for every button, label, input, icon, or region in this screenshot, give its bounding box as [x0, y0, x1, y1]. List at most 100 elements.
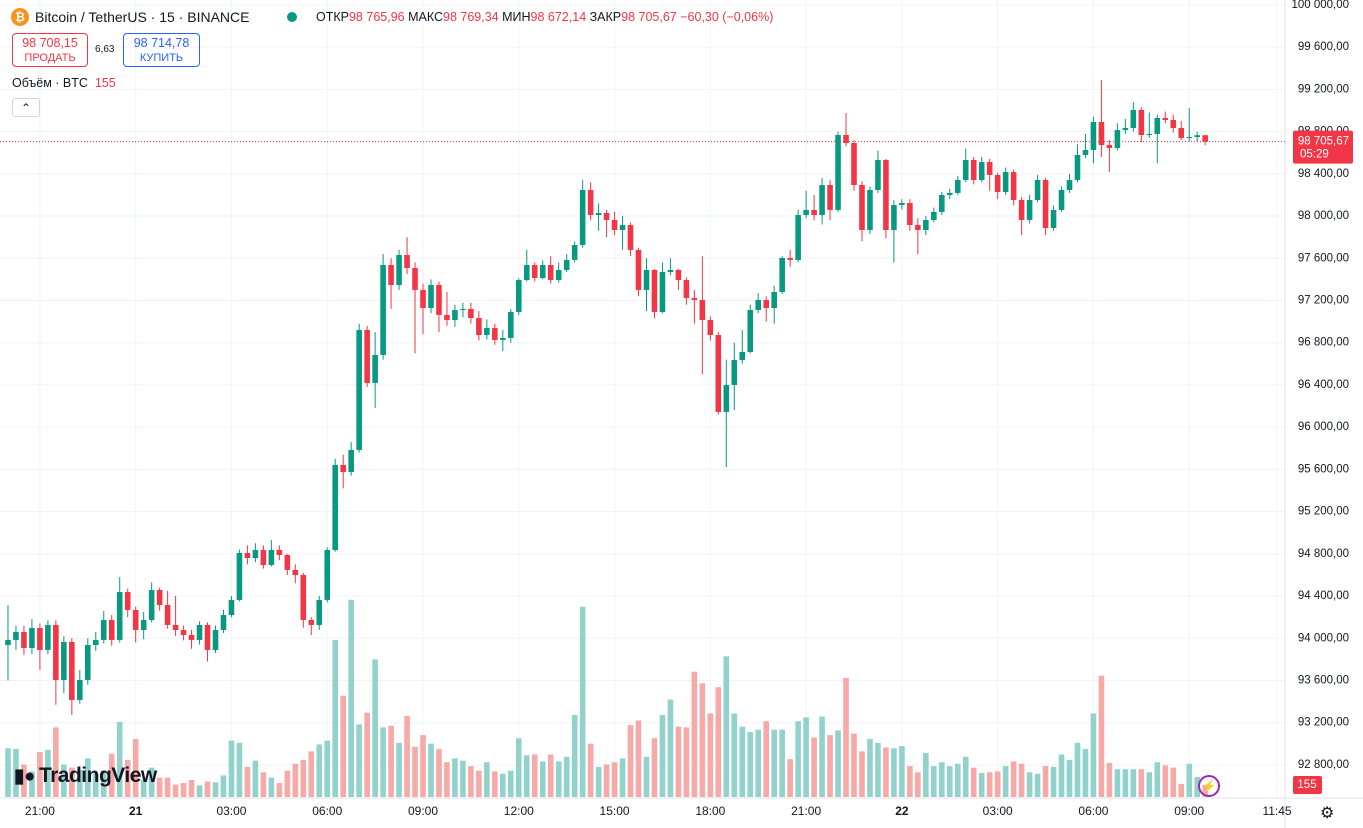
volume-bar	[45, 749, 51, 797]
candle-body	[899, 202, 905, 205]
candle-body	[404, 255, 410, 268]
candle-body	[444, 314, 450, 321]
candle-body	[659, 271, 666, 313]
x-tick-label: 21	[129, 804, 143, 818]
volume-bar	[1178, 783, 1185, 797]
candle-body	[37, 628, 43, 650]
volume-bar	[531, 754, 538, 797]
volume-bar	[220, 775, 227, 797]
candle-body	[739, 352, 746, 361]
candle-body	[1194, 135, 1200, 138]
sell-button[interactable]: 98 708,15 ПРОДАТЬ	[12, 33, 88, 67]
high-label: МАКС	[408, 10, 443, 24]
volume-bar	[85, 758, 91, 797]
volume-bar	[140, 779, 147, 797]
candle-body	[1098, 122, 1105, 146]
volume-bar	[276, 783, 283, 797]
candle-body	[691, 297, 698, 300]
candle-body	[460, 308, 466, 310]
volume-bar	[188, 779, 195, 797]
candle-body	[683, 280, 690, 298]
volume-bar	[292, 763, 299, 797]
volume-bar	[1186, 763, 1193, 797]
volume-bar	[1098, 675, 1105, 797]
candle-body	[1202, 135, 1208, 142]
volume-bar	[643, 756, 650, 797]
y-tick-label: 94 800,00	[1298, 548, 1349, 560]
candle-body	[45, 624, 51, 650]
sell-label: ПРОДАТЬ	[24, 52, 76, 64]
volume-bar	[891, 748, 897, 797]
candle-body	[827, 185, 833, 210]
candle-body	[380, 265, 386, 355]
volume-bar	[835, 730, 841, 797]
volume-bar	[619, 758, 626, 797]
volume-bar	[508, 770, 514, 797]
candle-body	[707, 320, 714, 336]
volume-bar	[124, 759, 131, 797]
volume-bar	[931, 766, 937, 797]
volume-bar	[763, 721, 770, 797]
candle-body	[883, 160, 889, 230]
candle-body	[100, 619, 107, 640]
candle-body	[1090, 122, 1097, 150]
candle-body	[619, 225, 626, 230]
candle-body	[308, 619, 315, 625]
market-status[interactable]	[287, 12, 297, 22]
y-tick-label: 100 000,00	[1291, 0, 1349, 11]
x-tick-label: 11:45	[1262, 804, 1291, 818]
candle-body	[611, 219, 618, 230]
volume-bar	[1042, 766, 1049, 797]
volume-bar	[611, 762, 618, 797]
volume-bar	[348, 599, 354, 797]
volume-bar	[675, 726, 682, 797]
candle-body	[755, 299, 762, 310]
volume-bar	[539, 761, 546, 797]
alert-icon[interactable]: ⚡	[1198, 775, 1220, 797]
volume-bar	[715, 687, 722, 797]
volume-bar	[1002, 766, 1009, 797]
settings-icon[interactable]: ⚙	[1320, 805, 1335, 822]
volume-bar	[547, 754, 554, 797]
volume-bar	[13, 749, 19, 797]
candle-body	[468, 308, 474, 319]
volume-bar	[388, 725, 394, 797]
volume-bar	[356, 724, 362, 797]
candle-body	[643, 269, 650, 290]
volume-bar	[962, 756, 969, 797]
volume-bar	[180, 783, 187, 797]
close-label: ЗАКР	[589, 10, 622, 24]
volume-bar	[515, 738, 522, 797]
volume-bar	[771, 729, 777, 797]
x-tick-label: 03:00	[983, 804, 1013, 818]
candle-body	[364, 329, 370, 383]
volume-bar	[811, 737, 817, 797]
buy-button[interactable]: 98 714,78 КУПИТЬ	[123, 33, 200, 67]
volume-bar	[915, 772, 921, 797]
volume-bar	[132, 739, 139, 797]
volume-bar	[739, 726, 746, 797]
candle-body	[412, 267, 418, 290]
volume-bar	[803, 717, 809, 797]
volume-bar	[412, 746, 418, 797]
candle-body	[252, 550, 259, 559]
candle-body	[1050, 209, 1057, 228]
candle-body	[667, 269, 674, 272]
buy-label: КУПИТЬ	[139, 52, 184, 64]
collapse-button[interactable]: ⌃	[12, 98, 40, 117]
volume-bar	[899, 745, 905, 797]
candle-body	[1186, 137, 1193, 139]
volume-badge	[1293, 776, 1322, 795]
volume-bar	[61, 764, 67, 797]
x-tick-label: 21:00	[791, 804, 821, 818]
candle-body	[388, 265, 394, 285]
volume-bar	[116, 721, 123, 797]
candle-body	[228, 599, 235, 616]
volume-bar	[268, 777, 275, 797]
volume-bar	[1034, 773, 1041, 797]
current-price-label: 98 705,67	[1298, 136, 1349, 148]
symbol-title[interactable]: Bitcoin / TetherUS · 15 · BINANCE	[35, 9, 250, 25]
volume-bar	[396, 742, 402, 797]
volume-bar	[587, 743, 594, 797]
